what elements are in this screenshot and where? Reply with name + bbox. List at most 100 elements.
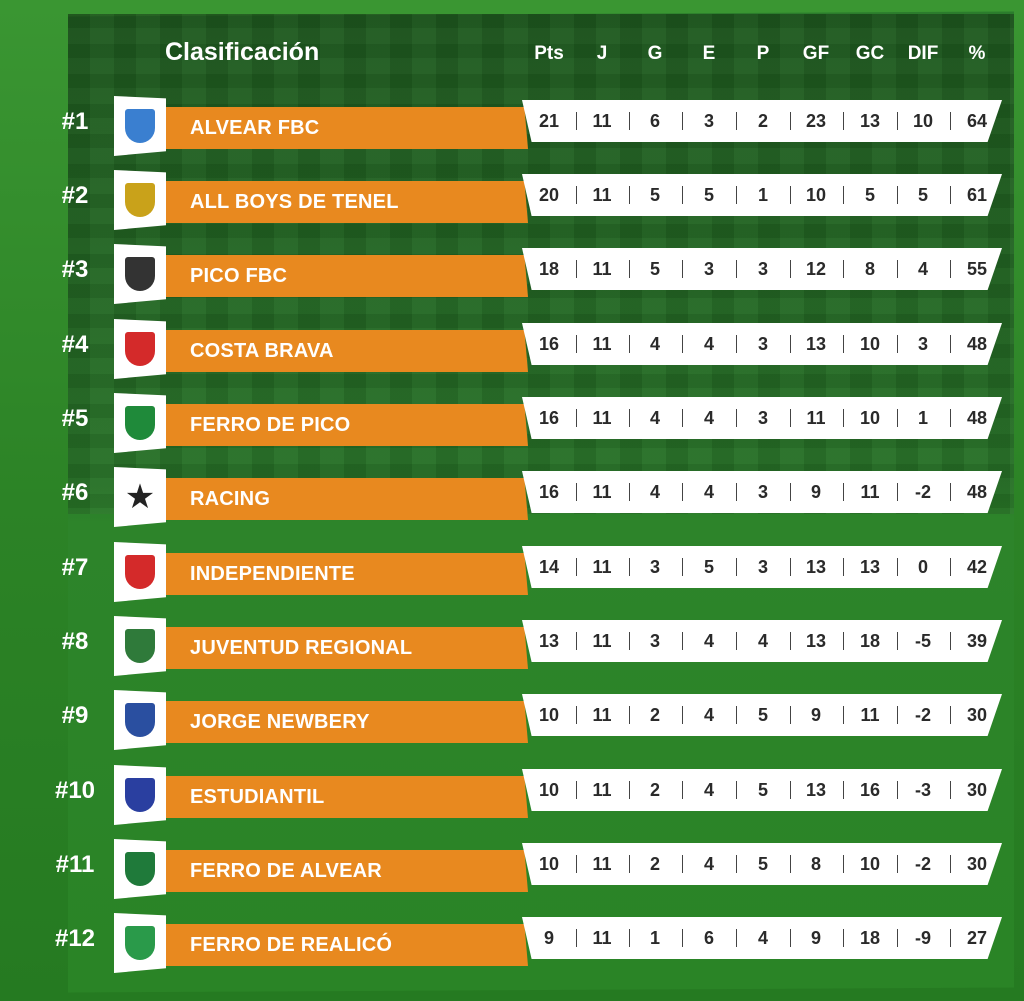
table-row[interactable]: #9 JORGE NEWBERY 10 11 2 4 5 9 11 -2 30 <box>0 690 1024 750</box>
stat-separator <box>950 186 951 204</box>
stat-p: 5 <box>757 854 768 874</box>
stat-separator <box>789 335 791 353</box>
team-badge <box>114 319 166 379</box>
stat-separator <box>950 855 951 873</box>
team-badge <box>114 244 166 304</box>
stat-separator <box>682 112 683 130</box>
stat-p: 3 <box>757 557 768 577</box>
table-row[interactable]: #4 COSTA BRAVA 16 11 4 4 3 13 10 3 48 <box>0 319 1024 379</box>
team-name-bar: COSTA BRAVA <box>166 330 528 372</box>
stats-bar: 21 11 6 3 2 23 13 10 64 <box>522 100 1002 142</box>
stat-e: 3 <box>703 111 714 131</box>
stat-separator <box>896 929 898 947</box>
team-name: JORGE NEWBERY <box>190 710 370 733</box>
stat-separator <box>682 260 683 278</box>
stat-g: 2 <box>649 854 660 874</box>
stat-gf: 13 <box>805 780 827 800</box>
stat-e: 4 <box>703 482 714 502</box>
stat-separator <box>789 929 791 947</box>
stat-separator <box>789 632 791 650</box>
table-row[interactable]: #11 FERRO DE ALVEAR 10 11 2 4 5 8 10 -2 30 <box>0 839 1024 899</box>
stat-separator <box>736 335 737 353</box>
rank-label: #10 <box>54 777 96 804</box>
team-badge <box>114 393 166 453</box>
stat-e: 4 <box>703 334 714 354</box>
stat-p: 3 <box>757 408 768 428</box>
team-badge <box>114 913 166 973</box>
stat-pts: 9 <box>543 928 554 948</box>
stat-separator <box>950 929 951 947</box>
stat-separator <box>628 112 630 130</box>
page-title: Clasificación <box>165 38 320 66</box>
column-header-pts: Pts <box>534 43 564 64</box>
stat-separator <box>575 186 577 204</box>
stat-dif: -9 <box>914 928 931 948</box>
stat-gc: 11 <box>860 705 880 725</box>
independiente-crest-icon <box>125 555 155 589</box>
team-name: ESTUDIANTIL <box>190 785 325 808</box>
stat-j: 11 <box>592 854 612 874</box>
team-name-bar: ALVEAR FBC <box>166 107 528 149</box>
stats-bar: 10 11 2 4 5 8 10 -2 30 <box>522 843 1002 885</box>
table-row[interactable]: #5 FERRO DE PICO 16 11 4 4 3 11 10 1 48 <box>0 393 1024 453</box>
stat-gc: 10 <box>859 408 881 428</box>
stat-pts: 16 <box>538 482 560 502</box>
team-badge <box>114 690 166 750</box>
ferro-realico-crest-icon <box>125 926 155 960</box>
stats-bar: 16 11 4 4 3 9 11 -2 48 <box>522 471 1002 513</box>
stat-g: 3 <box>649 631 660 651</box>
stat-p: 4 <box>757 928 768 948</box>
team-badge <box>114 616 166 676</box>
stat-g: 2 <box>649 780 660 800</box>
stat-separator <box>843 409 844 427</box>
rank-label: #3 <box>61 256 89 283</box>
table-row[interactable]: #10 ESTUDIANTIL 10 11 2 4 5 13 16 -3 30 <box>0 765 1024 825</box>
stat-separator <box>736 706 737 724</box>
stat-j: 11 <box>592 482 612 502</box>
stat-separator <box>628 335 630 353</box>
table-row[interactable]: #2 ALL BOYS DE TENEL 20 11 5 5 1 10 5 5 61 <box>0 170 1024 230</box>
stat-separator <box>789 855 791 873</box>
stat-gf: 9 <box>810 705 821 725</box>
stat-gc: 8 <box>864 259 875 279</box>
ferro-pico-crest-icon <box>125 406 155 440</box>
rank-label: #1 <box>61 108 89 135</box>
stat-separator <box>736 632 737 650</box>
team-name-bar: RACING <box>166 478 528 520</box>
table-row[interactable]: #6 ★ RACING 16 11 4 4 3 9 11 -2 48 <box>0 467 1024 527</box>
rank-label: #9 <box>61 702 89 729</box>
table-row[interactable]: #3 PICO FBC 18 11 5 3 3 12 8 4 55 <box>0 244 1024 304</box>
stat-e: 4 <box>703 705 714 725</box>
table-row[interactable]: #8 JUVENTUD REGIONAL 13 11 3 4 4 13 18 -5 39 <box>0 616 1024 676</box>
stat-e: 4 <box>703 854 714 874</box>
stat-gf: 10 <box>805 185 827 205</box>
stat-pct: 30 <box>966 854 988 874</box>
stat-separator <box>575 632 577 650</box>
stat-e: 4 <box>703 631 714 651</box>
stat-pct: 64 <box>966 111 988 131</box>
team-badge <box>114 170 166 230</box>
stat-e: 4 <box>703 780 714 800</box>
stat-separator <box>789 483 791 501</box>
stat-separator <box>896 335 898 353</box>
alvear-crest-icon <box>125 109 155 143</box>
stat-separator <box>628 706 630 724</box>
stat-pts: 10 <box>538 780 560 800</box>
stat-separator <box>950 558 951 576</box>
team-name-bar: INDEPENDIENTE <box>166 553 528 595</box>
stats-bar: 16 11 4 4 3 11 10 1 48 <box>522 397 1002 439</box>
stat-j: 11 <box>592 259 612 279</box>
table-row[interactable]: #7 INDEPENDIENTE 14 11 3 5 3 13 13 0 42 <box>0 542 1024 602</box>
stat-pct: 39 <box>966 631 988 651</box>
table-row[interactable]: #12 FERRO DE REALICÓ 9 11 1 6 4 9 18 -9 27 <box>0 913 1024 973</box>
table-row[interactable]: #1 ALVEAR FBC 21 11 6 3 2 23 13 10 64 <box>0 96 1024 156</box>
stat-separator <box>896 706 898 724</box>
stat-separator <box>950 483 951 501</box>
team-name-bar: JUVENTUD REGIONAL <box>166 627 528 669</box>
stat-separator <box>628 260 630 278</box>
stat-separator <box>896 632 898 650</box>
stat-g: 3 <box>649 557 660 577</box>
stat-dif: -2 <box>914 705 931 725</box>
stat-separator <box>682 186 683 204</box>
stat-pts: 16 <box>538 334 560 354</box>
